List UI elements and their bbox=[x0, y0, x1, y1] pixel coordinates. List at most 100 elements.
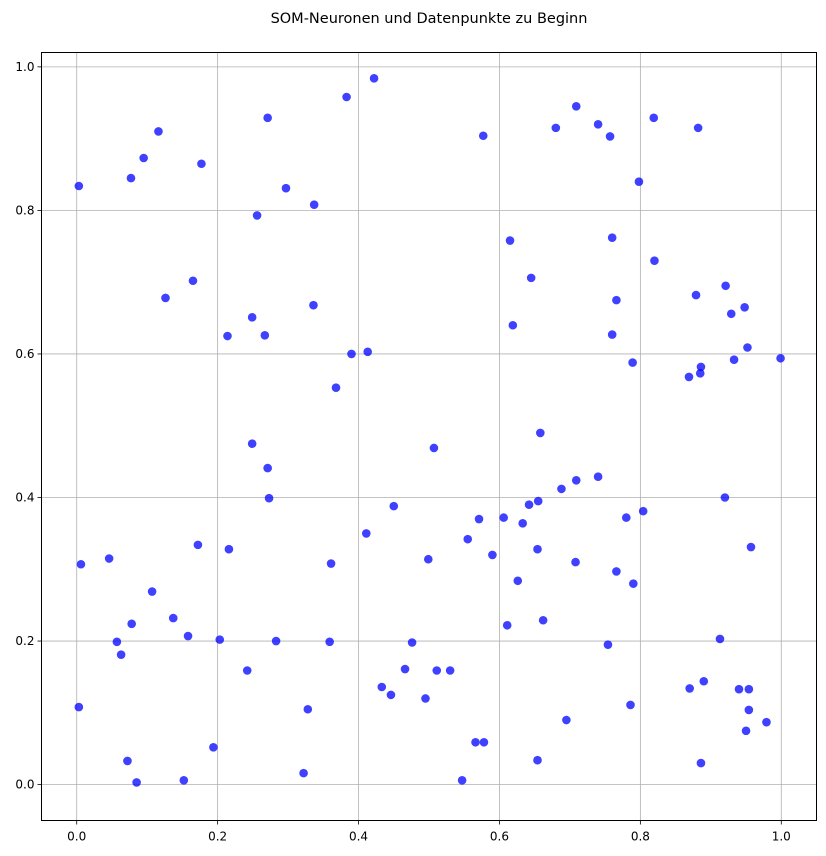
data-point bbox=[197, 159, 206, 169]
data-point bbox=[389, 501, 399, 511]
x-tick-label: 0.8 bbox=[631, 830, 650, 844]
data-point bbox=[629, 579, 638, 588]
data-point bbox=[209, 742, 218, 752]
data-points bbox=[74, 74, 785, 787]
data-point bbox=[741, 726, 751, 736]
data-point bbox=[685, 684, 694, 693]
data-point bbox=[607, 233, 617, 242]
data-point bbox=[533, 755, 542, 765]
data-point bbox=[252, 211, 262, 220]
data-point bbox=[746, 542, 756, 552]
data-point bbox=[263, 113, 272, 123]
data-point bbox=[445, 666, 455, 675]
data-point bbox=[432, 666, 442, 675]
data-point bbox=[605, 132, 615, 141]
data-point bbox=[634, 177, 644, 186]
data-point bbox=[626, 700, 635, 710]
data-point bbox=[407, 638, 417, 647]
data-point bbox=[74, 181, 84, 191]
data-point bbox=[488, 550, 497, 560]
data-point bbox=[691, 290, 701, 300]
x-tick-label: 0.2 bbox=[208, 830, 227, 844]
x-axis-ticks: 0.0 0.2 0.4 0.6 0.8 1.0 bbox=[67, 820, 791, 844]
data-point bbox=[505, 236, 515, 245]
data-point bbox=[281, 183, 291, 193]
data-point bbox=[508, 320, 518, 330]
data-point bbox=[734, 684, 744, 694]
data-point bbox=[743, 343, 752, 352]
data-point bbox=[593, 472, 603, 481]
data-point bbox=[309, 300, 318, 310]
data-point bbox=[571, 557, 580, 567]
data-point bbox=[695, 369, 705, 378]
data-point bbox=[621, 513, 631, 522]
data-point bbox=[693, 123, 703, 133]
data-point bbox=[463, 534, 473, 544]
data-point bbox=[696, 758, 706, 768]
data-point bbox=[729, 355, 739, 365]
data-point bbox=[524, 500, 534, 509]
data-point bbox=[116, 650, 126, 659]
data-point bbox=[715, 634, 725, 644]
data-point bbox=[347, 349, 356, 359]
data-point bbox=[326, 559, 336, 568]
data-point bbox=[331, 383, 341, 392]
data-point bbox=[762, 717, 771, 727]
data-point bbox=[538, 615, 548, 625]
data-point bbox=[342, 92, 351, 102]
data-point bbox=[478, 131, 488, 141]
data-point bbox=[571, 475, 581, 485]
data-point bbox=[740, 303, 749, 312]
data-point bbox=[147, 587, 157, 596]
data-point bbox=[513, 576, 523, 586]
data-point bbox=[325, 637, 334, 647]
data-point bbox=[260, 330, 270, 340]
x-tick-label: 1.0 bbox=[772, 830, 791, 844]
data-point bbox=[533, 544, 542, 554]
data-point bbox=[168, 613, 178, 623]
data-point bbox=[112, 637, 122, 647]
data-point bbox=[612, 295, 621, 305]
data-point bbox=[386, 690, 396, 700]
data-point bbox=[526, 273, 536, 283]
data-point bbox=[126, 173, 136, 183]
data-point bbox=[179, 776, 189, 785]
data-point bbox=[76, 559, 86, 569]
x-tick-label: 0.4 bbox=[349, 830, 368, 844]
data-point bbox=[369, 74, 379, 83]
data-point bbox=[271, 636, 281, 646]
y-tick-label: 0.8 bbox=[15, 203, 34, 217]
data-point bbox=[377, 682, 387, 692]
chart-title: SOM-Neuronen und Datenpunkte zu Beginn bbox=[271, 11, 588, 27]
data-point bbox=[471, 737, 480, 747]
data-point bbox=[571, 102, 581, 111]
data-point bbox=[263, 463, 272, 473]
y-tick-label: 0.0 bbox=[15, 778, 34, 792]
data-point bbox=[726, 309, 736, 319]
data-point bbox=[104, 554, 114, 563]
data-point bbox=[699, 676, 709, 686]
data-point bbox=[628, 358, 637, 367]
y-tick-label: 0.6 bbox=[15, 347, 34, 361]
data-point bbox=[139, 153, 148, 163]
data-point bbox=[224, 544, 234, 554]
data-point bbox=[215, 635, 225, 644]
data-point bbox=[188, 276, 198, 286]
data-point bbox=[247, 439, 257, 448]
data-point bbox=[650, 256, 659, 265]
data-point bbox=[242, 666, 252, 675]
data-point bbox=[593, 119, 603, 129]
data-point bbox=[264, 493, 274, 503]
data-point bbox=[776, 353, 785, 363]
data-point bbox=[562, 715, 571, 725]
data-point bbox=[161, 293, 170, 303]
data-point bbox=[721, 281, 730, 291]
data-point bbox=[474, 514, 484, 524]
data-point bbox=[557, 484, 566, 494]
data-point bbox=[299, 768, 308, 778]
y-tick-label: 0.4 bbox=[15, 491, 34, 505]
data-point bbox=[720, 493, 730, 502]
data-point bbox=[696, 362, 706, 372]
data-point bbox=[551, 123, 561, 133]
